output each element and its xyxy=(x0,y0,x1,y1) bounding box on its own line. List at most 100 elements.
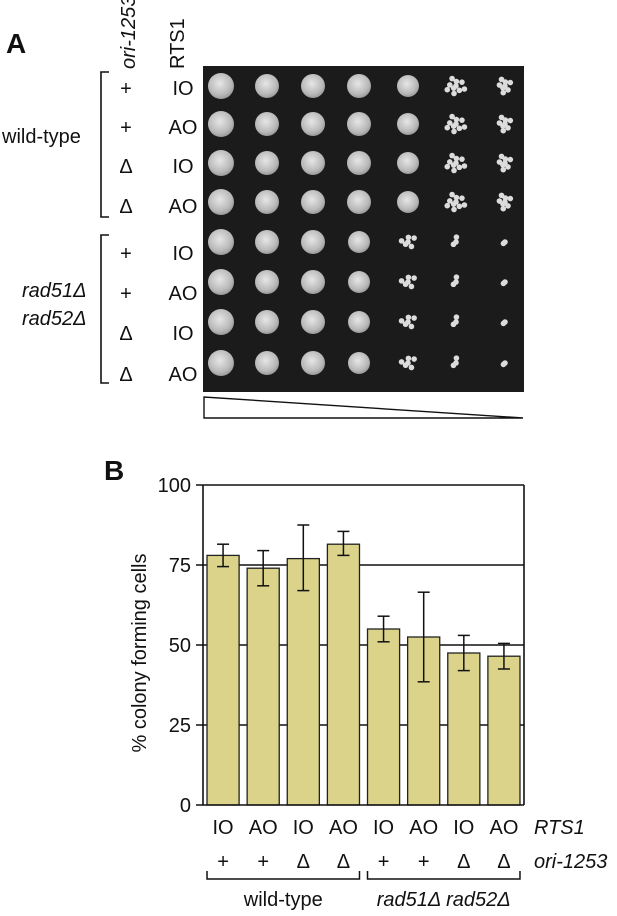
colony-dot xyxy=(408,243,415,250)
x-tick-label-rts1: IO xyxy=(373,817,394,839)
colony-dot xyxy=(453,78,460,85)
x-tick-label-ori: Δ xyxy=(457,851,470,873)
colony-dot xyxy=(402,362,409,369)
colony-dot xyxy=(398,359,405,365)
row-ori: Δ xyxy=(119,156,133,178)
bar xyxy=(366,628,401,806)
colony-dot xyxy=(398,238,405,244)
colony-spot xyxy=(301,112,325,136)
colony-dot xyxy=(453,355,460,361)
colony-dot xyxy=(450,241,457,248)
colony-spot xyxy=(255,112,279,136)
colony-dot xyxy=(498,192,505,199)
colony-dot xyxy=(498,114,505,121)
colony-dot xyxy=(405,355,412,362)
colony-spot xyxy=(301,190,325,214)
x-tick-label-ori: Δ xyxy=(337,851,350,873)
colony-dot xyxy=(408,364,415,371)
x-tick-label-ori: + xyxy=(418,851,430,873)
wild-type-bracket xyxy=(100,71,109,218)
colony-dot xyxy=(402,281,409,288)
row-ori: + xyxy=(120,283,132,305)
row-rts: IO xyxy=(172,78,194,100)
colony-dot xyxy=(405,274,412,281)
colony-dot xyxy=(456,87,463,94)
colony-spot xyxy=(255,151,279,175)
colony-spot xyxy=(208,309,234,335)
colony-dot xyxy=(500,89,507,96)
spot-assay-plate-image xyxy=(203,66,524,392)
colony-dot xyxy=(496,198,503,204)
colony-dot xyxy=(450,123,457,129)
x-tick-label-ori: + xyxy=(257,851,269,873)
colony-dot xyxy=(451,167,457,174)
colony-spot xyxy=(255,270,279,294)
colony-dot xyxy=(505,125,511,131)
colony-spot xyxy=(301,74,325,98)
colony-spot xyxy=(208,150,234,176)
row-rts: IO xyxy=(172,243,194,265)
colony-dot xyxy=(505,87,511,93)
colony-dot xyxy=(411,275,417,281)
rts1-row-label: RTS1 xyxy=(534,817,585,839)
colony-dot xyxy=(449,191,455,198)
colony-dot xyxy=(411,356,417,362)
colony-spot xyxy=(397,75,419,97)
row-ori: Δ xyxy=(119,364,133,386)
colony-spot xyxy=(208,73,234,99)
colony-dot xyxy=(450,281,457,288)
y-tick-label: 50 xyxy=(169,635,191,657)
panel-b-letter: B xyxy=(104,455,125,486)
colony-dot xyxy=(444,124,451,131)
row-ori: + xyxy=(120,117,132,139)
colony-dot xyxy=(459,117,465,123)
colony-dot xyxy=(408,283,415,290)
row-rts: IO xyxy=(172,323,194,345)
colony-spot xyxy=(301,151,325,175)
bar xyxy=(286,557,321,806)
colony-dot xyxy=(498,153,505,160)
bar xyxy=(447,652,481,806)
colony-spot xyxy=(397,113,419,135)
x-tick-label-rts1: IO xyxy=(293,817,314,839)
row-rts: AO xyxy=(168,364,198,386)
colony-dot xyxy=(456,125,463,132)
colony-dot xyxy=(500,205,507,212)
colony-spot xyxy=(348,311,370,333)
colony-spot xyxy=(255,190,279,214)
colony-dot xyxy=(451,206,457,213)
colony-spot xyxy=(255,74,279,98)
bar xyxy=(487,655,521,806)
colony-dot xyxy=(444,163,451,170)
colony-dot xyxy=(411,315,417,321)
y-tick-label: 75 xyxy=(169,555,191,577)
colony-dot xyxy=(453,274,460,280)
group-label: rad51Δ rad52Δ xyxy=(377,889,511,911)
colony-dot xyxy=(500,166,507,173)
group-bracket xyxy=(366,871,521,880)
colony-dot xyxy=(507,79,514,86)
colony-dot xyxy=(411,235,417,241)
colony-dot xyxy=(451,128,457,135)
colony-spot xyxy=(347,74,371,98)
colony-spot xyxy=(301,230,325,254)
colony-dot xyxy=(402,321,409,328)
colony-dot xyxy=(398,318,405,324)
colony-dot xyxy=(449,75,455,82)
colony-dot xyxy=(507,156,514,163)
colony-dot xyxy=(453,314,460,320)
colony-dot xyxy=(507,195,514,202)
colony-spot xyxy=(208,350,234,376)
row-ori: Δ xyxy=(119,323,133,345)
colony-dot xyxy=(453,155,460,162)
colony-dot xyxy=(453,116,460,123)
y-tick-label: 0 xyxy=(180,795,191,817)
colony-spot xyxy=(301,270,325,294)
colony-dot xyxy=(496,159,503,165)
x-tick-label-ori: Δ xyxy=(497,851,510,873)
colony-spot xyxy=(347,151,371,175)
group-label-wild-type: wild-type xyxy=(2,126,81,148)
colony-dot xyxy=(459,79,465,85)
colony-dot xyxy=(405,234,412,241)
group-bracket xyxy=(206,871,361,880)
